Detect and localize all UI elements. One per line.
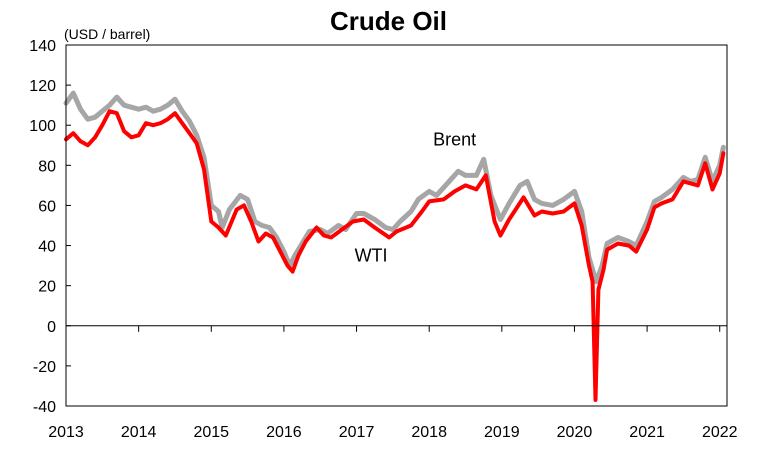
x-tick-label: 2022	[702, 424, 738, 441]
series-line-wti	[64, 109, 726, 402]
chart-title: Crude Oil	[329, 6, 447, 36]
y-tick-label: 140	[29, 38, 56, 55]
y-unit-label: (USD / barrel)	[64, 26, 151, 42]
x-tick-label: 2019	[484, 424, 520, 441]
plot-frame	[65, 44, 728, 407]
y-tick-label: 120	[29, 78, 56, 95]
x-tick-label: 2017	[339, 424, 375, 441]
y-tick-label: 60	[38, 198, 56, 215]
x-tick-label: 2016	[266, 424, 302, 441]
series-label-wti: WTI	[355, 246, 388, 266]
y-tick-label: 40	[38, 239, 56, 256]
y-tick-label: 0	[47, 319, 56, 336]
y-tick-label: 80	[38, 158, 56, 175]
x-tick-label: 2020	[557, 424, 593, 441]
x-tick-label: 2013	[48, 424, 84, 441]
y-tick-label: -40	[33, 399, 56, 416]
series-label-brent: Brent	[433, 129, 476, 149]
y-tick-label: 100	[29, 118, 56, 135]
x-tick-label: 2015	[193, 424, 229, 441]
x-tick-label: 2021	[629, 424, 665, 441]
y-tick-label: 20	[38, 279, 56, 296]
series-line-brent	[63, 90, 726, 285]
y-tick-label: -20	[33, 359, 56, 376]
x-tick-label: 2014	[121, 424, 157, 441]
x-tick-label: 2018	[411, 424, 447, 441]
